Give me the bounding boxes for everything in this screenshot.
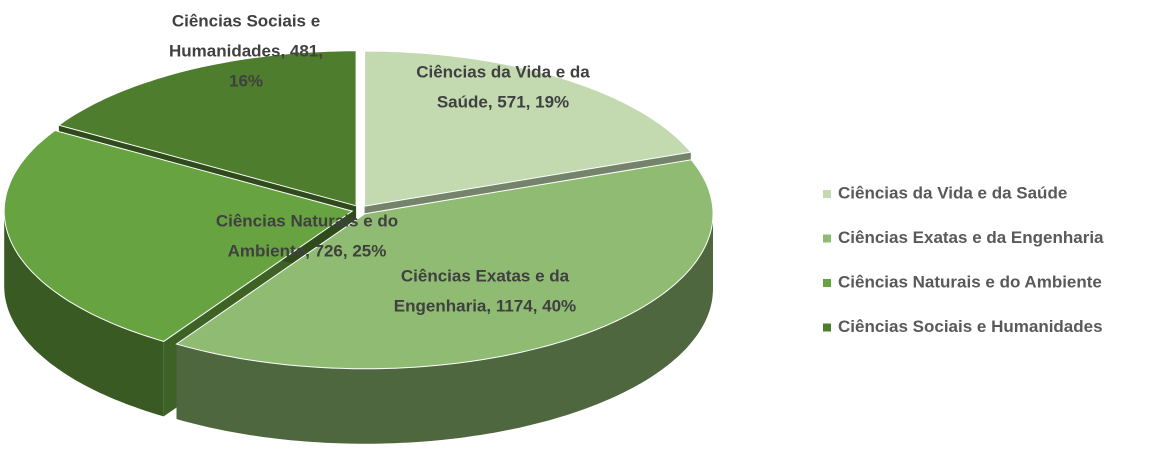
slice-top bbox=[175, 159, 714, 370]
legend-swatch bbox=[823, 323, 831, 332]
data-label: Engenharia, 1174, 40% bbox=[394, 296, 576, 315]
slice-top bbox=[3, 129, 354, 342]
data-label: Ciências Naturais e do bbox=[216, 211, 398, 230]
slice-top bbox=[57, 50, 357, 207]
data-label: Saúde, 571, 19% bbox=[437, 92, 569, 111]
legend-label: Ciências Naturais e do Ambiente bbox=[838, 272, 1102, 291]
slice-top bbox=[364, 50, 692, 207]
legend-label: Ciências da Vida e da Saúde bbox=[838, 183, 1067, 202]
legend-swatch bbox=[823, 279, 831, 287]
data-label: 16% bbox=[229, 71, 263, 90]
data-label: Ciências Exatas e da bbox=[401, 266, 570, 285]
data-label: Ciências Sociais e bbox=[172, 11, 320, 30]
data-label: Ambiente, 726, 25% bbox=[228, 241, 387, 260]
legend-label: Ciências Sociais e Humanidades bbox=[838, 317, 1103, 336]
data-label: Humanidades, 481, bbox=[169, 41, 323, 60]
slice-wall bbox=[4, 211, 164, 417]
legend-swatch bbox=[823, 190, 831, 198]
data-label: Ciências da Vida e da bbox=[416, 62, 590, 81]
legend-label: Ciências Exatas e da Engenharia bbox=[838, 228, 1104, 247]
legend-swatch bbox=[823, 234, 831, 243]
slice-wall bbox=[176, 213, 713, 444]
